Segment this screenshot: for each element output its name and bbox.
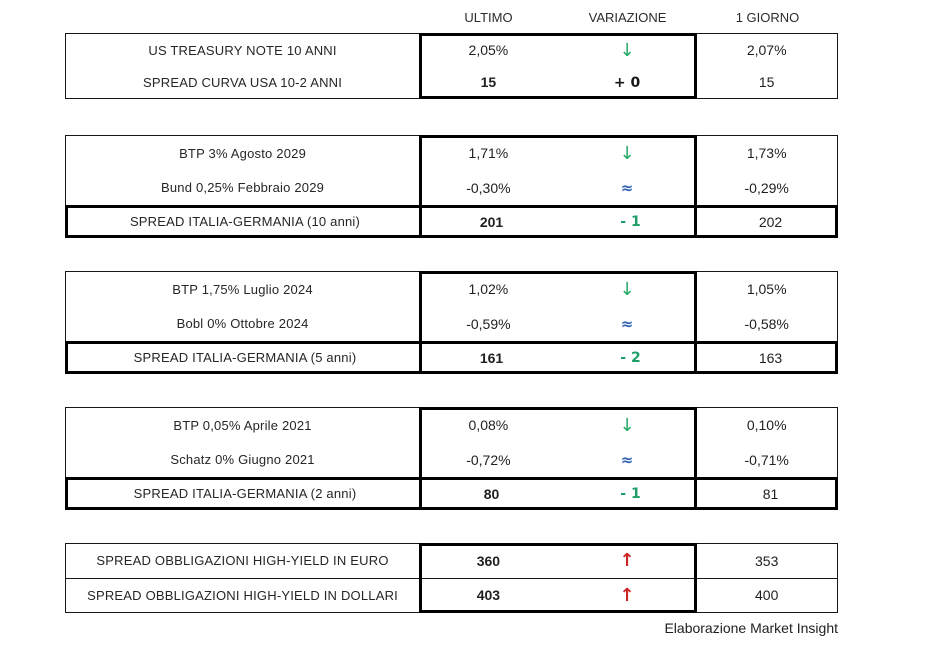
- ultimo-value: 201: [479, 213, 504, 230]
- variation-cell: - 1: [561, 485, 700, 502]
- bond-rows-box: BTP 0,05% Aprile 2021 0,08% ↓ 0,10% Scha…: [65, 407, 838, 477]
- variation-cell: ≈: [558, 179, 697, 197]
- table-row: Bund 0,25% Febbraio 2029 -0,30% ≈ -0,29%: [66, 171, 837, 206]
- ultimo-value: 1,02%: [468, 281, 509, 298]
- table-block-italy-germany-2y: BTP 0,05% Aprile 2021 0,08% ↓ 0,10% Scha…: [65, 407, 838, 510]
- down-arrow-icon: ↓: [619, 278, 635, 300]
- column-header-1-giorno: 1 GIORNO: [735, 10, 800, 25]
- variation-value: + 0: [613, 74, 641, 91]
- prev-day-value: 2,07%: [746, 42, 787, 58]
- instrument-label: BTP 0,05% Aprile 2021: [173, 417, 312, 433]
- bond-rows-box: BTP 1,75% Luglio 2024 1,02% ↓ 1,05% Bobl…: [65, 271, 838, 341]
- bond-rows-box: BTP 3% Agosto 2029 1,71% ↓ 1,73% Bund 0,…: [65, 135, 838, 205]
- spread-label: SPREAD ITALIA-GERMANIA (5 anni): [133, 350, 357, 365]
- ultimo-value: -0,30%: [466, 179, 511, 196]
- table-row: BTP 3% Agosto 2029 1,71% ↓ 1,73%: [66, 136, 837, 171]
- ultimo-value: -0,59%: [466, 315, 511, 332]
- source-credit: Elaborazione Market Insight: [664, 620, 838, 636]
- ultimo-value: 360: [476, 552, 501, 569]
- table-row: BTP 0,05% Aprile 2021 0,08% ↓ 0,10%: [66, 408, 837, 443]
- down-arrow-icon: ↓: [619, 142, 635, 164]
- instrument-label: Schatz 0% Giugno 2021: [170, 452, 315, 468]
- ultimo-value: 15: [480, 74, 497, 90]
- spread-label: SPREAD OBBLIGAZIONI HIGH-YIELD IN EURO: [96, 553, 389, 569]
- prev-day-value: 353: [755, 552, 779, 569]
- table-row: Bobl 0% Ottobre 2024 -0,59% ≈ -0,58%: [66, 307, 837, 342]
- down-arrow-icon: ↓: [619, 414, 635, 436]
- table-block-italy-germany-10y: BTP 3% Agosto 2029 1,71% ↓ 1,73% Bund 0,…: [65, 135, 838, 238]
- ultimo-value: 1,71%: [468, 145, 509, 162]
- column-header-variazione: VARIAZIONE: [588, 10, 667, 25]
- variation-cell: ↓: [558, 279, 697, 300]
- bond-rows-box: SPREAD OBBLIGAZIONI HIGH-YIELD IN EURO 3…: [65, 543, 838, 613]
- variation-cell: ↓: [558, 415, 697, 436]
- instrument-label: BTP 1,75% Luglio 2024: [172, 281, 313, 297]
- table-block-italy-germany-5y: BTP 1,75% Luglio 2024 1,02% ↓ 1,05% Bobl…: [65, 271, 838, 374]
- spread-row-box: SPREAD ITALIA-GERMANIA (10 anni) 201 - 1…: [65, 205, 838, 238]
- spread-row: SPREAD ITALIA-GERMANIA (2 anni) 80 - 1 8…: [68, 480, 841, 507]
- prev-day-value: 400: [755, 587, 779, 604]
- spread-row-box: SPREAD ITALIA-GERMANIA (2 anni) 80 - 1 8…: [65, 477, 838, 510]
- instrument-label: Bobl 0% Ottobre 2024: [176, 316, 309, 332]
- ultimo-value: 80: [483, 485, 500, 502]
- spread-row: SPREAD ITALIA-GERMANIA (5 anni) 161 - 2 …: [68, 344, 841, 371]
- instrument-label: US TREASURY NOTE 10 ANNI: [148, 42, 337, 58]
- variation-value: - 2: [620, 350, 641, 366]
- table-row: Schatz 0% Giugno 2021 -0,72% ≈ -0,71%: [66, 443, 837, 478]
- variation-cell: ↑: [558, 585, 697, 606]
- variation-cell: ↑: [558, 550, 697, 571]
- spread-label: SPREAD ITALIA-GERMANIA (2 anni): [133, 486, 357, 501]
- spread-row: SPREAD ITALIA-GERMANIA (10 anni) 201 - 1…: [68, 208, 841, 235]
- variation-cell: - 2: [561, 349, 700, 366]
- variation-cell: ↓: [558, 40, 697, 61]
- prev-day-value: -0,71%: [744, 451, 789, 468]
- prev-day-value: 202: [758, 213, 783, 230]
- prev-day-value: 163: [758, 349, 783, 366]
- table-row: SPREAD CURVA USA 10-2 ANNI 15 + 0 15: [66, 66, 837, 98]
- up-arrow-icon: ↑: [619, 550, 635, 572]
- table-block-us-treasury: US TREASURY NOTE 10 ANNI 2,05% ↓ 2,07% S…: [65, 33, 838, 99]
- variation-cell: - 1: [561, 213, 700, 230]
- variation-cell: ≈: [558, 315, 697, 333]
- prev-day-value: 15: [758, 74, 775, 90]
- prev-day-value: -0,29%: [744, 179, 789, 196]
- spread-row-box: SPREAD ITALIA-GERMANIA (5 anni) 161 - 2 …: [65, 341, 838, 374]
- column-header-ultimo: ULTIMO: [464, 10, 513, 25]
- bond-rows-box: US TREASURY NOTE 10 ANNI 2,05% ↓ 2,07% S…: [65, 33, 838, 99]
- variation-cell: + 0: [558, 74, 697, 91]
- table-row: SPREAD OBBLIGAZIONI HIGH-YIELD IN DOLLAR…: [66, 577, 837, 613]
- approx-equal-icon: ≈: [620, 314, 634, 333]
- variation-value: - 1: [620, 214, 641, 230]
- ultimo-value: 161: [479, 349, 504, 366]
- table-block-high-yield: SPREAD OBBLIGAZIONI HIGH-YIELD IN EURO 3…: [65, 543, 838, 613]
- up-arrow-icon: ↑: [619, 584, 635, 606]
- table-row: US TREASURY NOTE 10 ANNI 2,05% ↓ 2,07%: [66, 34, 837, 66]
- prev-day-value: -0,58%: [744, 315, 789, 332]
- prev-day-value: 1,73%: [746, 145, 787, 162]
- down-arrow-icon: ↓: [619, 39, 635, 61]
- approx-equal-icon: ≈: [620, 178, 634, 197]
- prev-day-value: 0,10%: [746, 417, 787, 434]
- ultimo-value: 403: [476, 587, 501, 604]
- ultimo-value: 2,05%: [468, 42, 509, 58]
- ultimo-value: 0,08%: [468, 417, 509, 434]
- table-row: SPREAD OBBLIGAZIONI HIGH-YIELD IN EURO 3…: [66, 544, 837, 578]
- spread-label: SPREAD ITALIA-GERMANIA (10 anni): [129, 214, 361, 229]
- instrument-label: SPREAD CURVA USA 10-2 ANNI: [143, 74, 343, 90]
- table-row: BTP 1,75% Luglio 2024 1,02% ↓ 1,05%: [66, 272, 837, 307]
- prev-day-value: 81: [762, 485, 779, 502]
- prev-day-value: 1,05%: [746, 281, 787, 298]
- spread-label: SPREAD OBBLIGAZIONI HIGH-YIELD IN DOLLAR…: [87, 587, 398, 603]
- instrument-label: Bund 0,25% Febbraio 2029: [160, 180, 325, 196]
- instrument-label: BTP 3% Agosto 2029: [179, 145, 307, 161]
- variation-cell: ≈: [558, 451, 697, 469]
- variation-cell: ↓: [558, 143, 697, 164]
- ultimo-value: -0,72%: [466, 451, 511, 468]
- approx-equal-icon: ≈: [620, 450, 634, 469]
- variation-value: - 1: [620, 486, 641, 502]
